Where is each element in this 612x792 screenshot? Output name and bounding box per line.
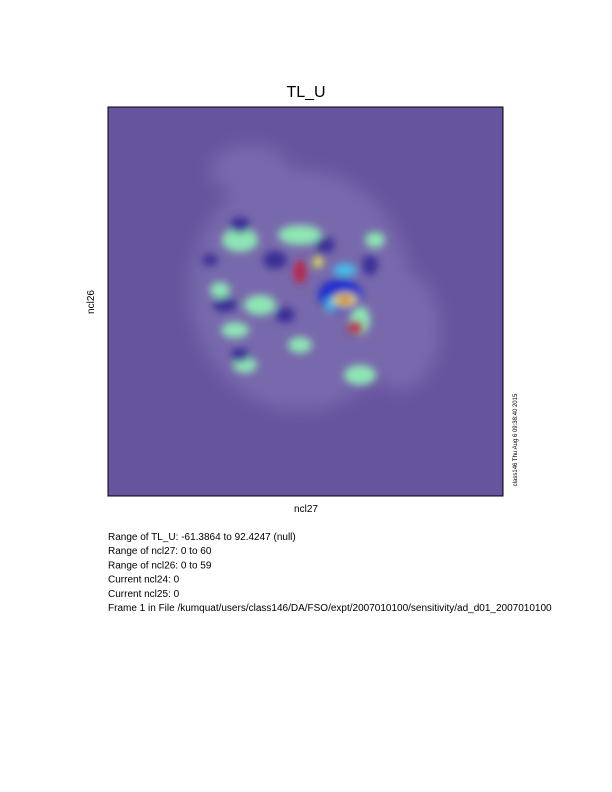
info-line: Range of ncl27: 0 to 60	[108, 546, 212, 557]
x-axis-label: ncl27	[294, 504, 318, 515]
info-block: Range of TL_U: -61.3864 to 92.4247 (null…	[108, 532, 552, 614]
info-line: Current ncl24: 0	[108, 575, 180, 586]
heatmap	[108, 107, 503, 496]
info-line: Range of TL_U: -61.3864 to 92.4247 (null…	[108, 532, 296, 543]
info-line: Frame 1 in File /kumquat/users/class146/…	[108, 603, 552, 614]
y-axis-label: ncl26	[86, 290, 97, 314]
info-line: Current ncl25: 0	[108, 589, 180, 600]
plot-frame	[107, 106, 504, 497]
timestamp: class146 Thu Aug 6 09:38:40 2015	[513, 393, 519, 486]
info-line: Range of ncl26: 0 to 59	[108, 560, 212, 571]
chart-title: TL_U	[286, 84, 325, 101]
